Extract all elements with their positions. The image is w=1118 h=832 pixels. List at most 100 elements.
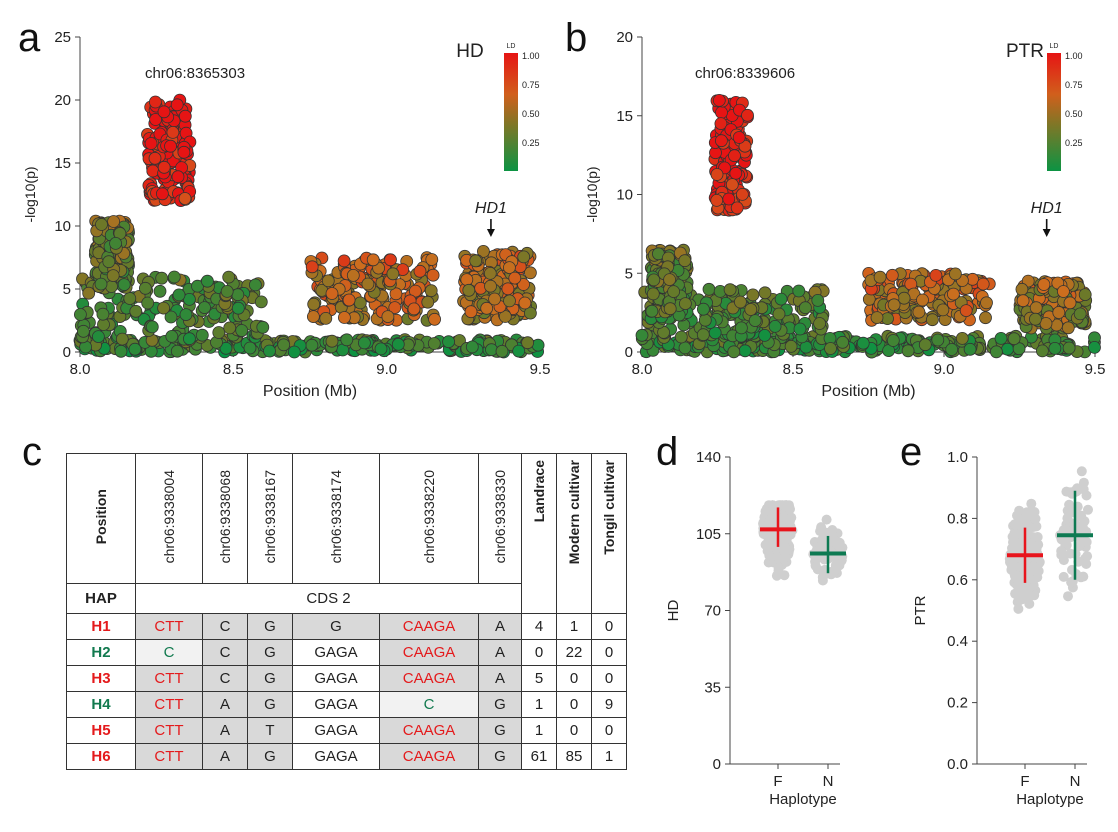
snp-point	[480, 301, 494, 315]
allele-cell: CTT	[135, 665, 203, 692]
data-point	[1058, 525, 1069, 536]
snp-point	[114, 344, 128, 358]
y-axis-title: -log10(p)	[22, 166, 38, 222]
snp-point	[442, 335, 456, 349]
allele-cell: CAAGA	[379, 743, 479, 770]
snp-point	[476, 244, 490, 258]
snp-point	[170, 344, 184, 358]
snp-point	[198, 301, 211, 315]
snp-column-header: chr06:9338167	[247, 453, 293, 584]
x-tick-label: N	[823, 773, 834, 790]
snp-point	[408, 284, 422, 298]
snp-point	[353, 296, 367, 310]
snp-point	[170, 98, 184, 112]
count-cell: 1	[521, 717, 557, 744]
snp-point	[735, 187, 749, 201]
snp-point	[389, 287, 403, 301]
data-point	[1064, 499, 1075, 510]
snp-point	[141, 296, 155, 310]
snp-point	[495, 344, 509, 358]
snp-point	[1035, 344, 1049, 358]
table-row: H6 CTT A G GAGA CAAGA G 61 85 1	[66, 743, 627, 770]
snp-point	[758, 286, 772, 300]
position-header: Position	[66, 453, 136, 584]
data-point	[1031, 521, 1042, 532]
data-point	[1011, 570, 1022, 581]
gene-arrow-head	[486, 229, 495, 237]
snp-point	[1048, 341, 1062, 355]
panel-letter-c: c	[22, 430, 42, 474]
snp-point	[696, 328, 710, 342]
allele-cell: G	[478, 743, 522, 770]
snp-point	[663, 273, 676, 287]
data-point	[1075, 572, 1086, 583]
x-tick-label: N	[1070, 773, 1081, 790]
data-point	[1029, 590, 1040, 601]
snp-point	[1037, 278, 1051, 291]
data-point	[1022, 507, 1032, 518]
table-row: H3 CTT C G GAGA CAAGA A 5 0 0	[66, 665, 627, 692]
snp-point	[340, 333, 354, 347]
snp-point	[386, 267, 400, 281]
snp-point	[138, 281, 152, 295]
count-cell: 0	[521, 639, 557, 666]
data-point	[1082, 551, 1093, 562]
y-tick-label: 0.0	[947, 756, 968, 773]
snp-point	[74, 308, 87, 321]
data-point	[1024, 598, 1035, 609]
snp-point	[723, 283, 737, 297]
allele-cell: CAAGA	[379, 613, 479, 640]
snp-point	[263, 344, 276, 358]
trait-label: HD	[456, 41, 483, 62]
x-tick-label: 9.5	[530, 361, 551, 378]
y-tick-label: 35	[704, 679, 721, 696]
data-point	[1077, 521, 1088, 532]
y-tick-label: 70	[704, 603, 721, 620]
count-cell: 0	[556, 665, 592, 692]
hap-cell: H1	[66, 613, 136, 640]
y-axis-title: PTR	[912, 595, 929, 625]
data-point	[1076, 466, 1087, 477]
snp-point	[774, 292, 788, 306]
snp-point	[427, 337, 441, 350]
count-cell: 0	[591, 717, 627, 744]
allele-cell: CAAGA	[379, 665, 479, 692]
snp-point	[384, 253, 397, 267]
hap-cell: H4	[66, 691, 136, 718]
legend-tick-label: 0.50	[522, 109, 540, 119]
y-tick-label: 0.8	[947, 510, 968, 527]
snp-point	[92, 330, 105, 344]
snp-point	[148, 151, 162, 165]
allele-cell: GAGA	[292, 639, 380, 666]
count-column-header: Modern cultivar	[556, 453, 592, 614]
hap-cell: H3	[66, 665, 136, 692]
allele-cell: C	[135, 639, 203, 666]
data-point	[780, 552, 791, 563]
count-column-header: Tongil cultivar	[591, 453, 627, 614]
snp-point	[836, 335, 850, 349]
legend-tick-label: 0.25	[522, 138, 540, 148]
data-point	[784, 516, 795, 527]
data-point	[1007, 531, 1018, 542]
snp-point	[732, 131, 746, 144]
allele-cell: CAAGA	[379, 639, 479, 666]
snp-point	[157, 160, 171, 174]
snp-column-header-text: chr06:9338004	[161, 469, 177, 564]
snp-column-header: chr06:9338174	[292, 453, 380, 584]
snp-point	[391, 337, 405, 351]
x-tick-label: 8.5	[223, 361, 244, 378]
snp-point	[117, 278, 131, 292]
y-tick-label: 0	[63, 344, 71, 361]
data-point	[1060, 536, 1071, 547]
snp-point	[994, 331, 1008, 345]
data-point	[773, 563, 784, 574]
snp-point	[955, 331, 969, 345]
snp-point	[678, 297, 692, 311]
data-point	[1014, 505, 1025, 516]
snp-point	[172, 288, 186, 302]
y-tick-label: 5	[63, 281, 71, 298]
snp-point	[912, 305, 926, 319]
snp-point	[426, 268, 440, 282]
snp-point	[178, 192, 192, 205]
